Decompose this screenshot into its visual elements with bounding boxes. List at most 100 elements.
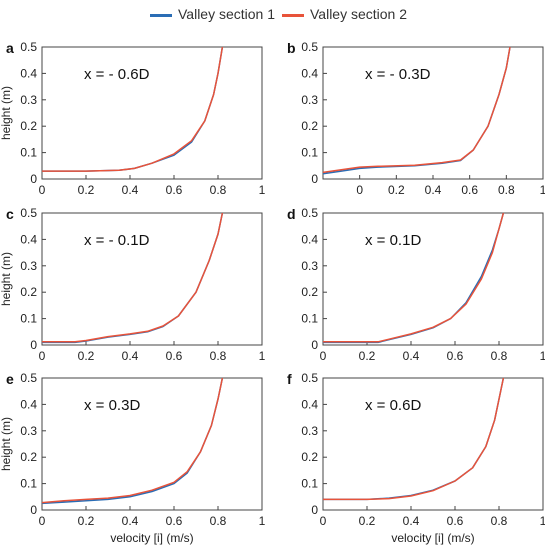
x-tick-label: 0.2 bbox=[388, 183, 405, 197]
x-tick-label: 0.2 bbox=[78, 349, 95, 363]
x-tick-label: 0 bbox=[356, 183, 363, 197]
x-tick-label: 0 bbox=[39, 349, 46, 363]
y-tick-label: 0.3 bbox=[20, 93, 37, 107]
x-tick-label: 0.6 bbox=[166, 349, 183, 363]
plot-frame bbox=[41, 377, 263, 511]
x-tick-label: 0.8 bbox=[491, 349, 508, 363]
x-tick-label: 0.4 bbox=[425, 183, 442, 197]
x-tick-label: 0.8 bbox=[210, 514, 227, 528]
y-tick-label: 0.1 bbox=[20, 477, 37, 491]
y-tick-label: 0.4 bbox=[301, 232, 318, 246]
y-tick-label: 0.4 bbox=[301, 397, 318, 411]
panel-letter-b: b bbox=[287, 40, 296, 56]
y-tick-label: 0.2 bbox=[301, 450, 318, 464]
y-tick-label: 0.2 bbox=[20, 450, 37, 464]
panel-e: e 0 0.2 0.4 0.6 0.8 1 0 0.1 0.2 0.3 0.4 0.5 height (m… bbox=[0, 371, 266, 545]
x-tick-label: 0.6 bbox=[461, 183, 478, 197]
panel-annotation: x = - 0.3D bbox=[365, 66, 431, 83]
plot-frame bbox=[322, 46, 544, 180]
y-tick-label: 0.5 bbox=[301, 206, 318, 220]
panel-annotation: x = 0.1D bbox=[365, 232, 421, 249]
x-tick-label: 0.8 bbox=[498, 183, 515, 197]
x-tick-label: 0.4 bbox=[122, 514, 139, 528]
y-tick-label: 0 bbox=[30, 338, 37, 352]
legend-swatch-series2 bbox=[282, 14, 304, 17]
x-tick-label: 0.4 bbox=[403, 349, 420, 363]
x-tick-label: 0.2 bbox=[359, 514, 376, 528]
y-tick-label: 0.1 bbox=[301, 146, 318, 160]
y-tick-label: 0 bbox=[30, 172, 37, 186]
series-line-2 bbox=[322, 46, 511, 174]
x-tick-label: 1 bbox=[540, 349, 545, 363]
legend-label-series1: Valley section 1 bbox=[178, 6, 276, 22]
panel-annotation: x = - 0.6D bbox=[84, 66, 150, 83]
x-axis-label: velocity [i] (m/s) bbox=[110, 531, 193, 545]
panel-letter-d: d bbox=[287, 206, 296, 222]
x-axis-label: velocity [i] (m/s) bbox=[391, 531, 474, 545]
panel-f: f 0 0.2 0.4 0.6 0.8 1 0 0.1 0.2 0.3 0.4 0.5 velocity … bbox=[287, 371, 545, 545]
y-tick-label: 0.4 bbox=[20, 66, 37, 80]
y-tick-label: 0.2 bbox=[301, 285, 318, 299]
legend-swatch-series1 bbox=[150, 14, 172, 17]
y-tick-label: 0 bbox=[311, 338, 318, 352]
panel-letter-a: a bbox=[6, 40, 14, 56]
series-line-2 bbox=[42, 46, 224, 172]
panel-letter-c: c bbox=[6, 206, 14, 222]
x-tick-label: 0.6 bbox=[447, 514, 464, 528]
panel-b: b 0 0.2 0.4 0.6 0.8 1 0 0.1 0.2 0.3 0.4 0.5 x = - 0.3… bbox=[287, 40, 545, 197]
x-tick-label: 0.8 bbox=[210, 183, 227, 197]
y-tick-label: 0 bbox=[311, 503, 318, 517]
plot-frame bbox=[322, 212, 544, 346]
series-line-2 bbox=[41, 377, 224, 504]
series-line-2 bbox=[323, 377, 505, 501]
x-tick-label: 0.4 bbox=[122, 183, 139, 197]
x-tick-label: 0 bbox=[39, 514, 46, 528]
panel-c: c 0 0.2 0.4 0.6 0.8 1 0 0.1 0.2 0.3 0.4 0.5 height (m… bbox=[0, 206, 266, 363]
y-tick-label: 0.3 bbox=[20, 259, 37, 273]
series-line-2 bbox=[42, 212, 224, 343]
y-tick-label: 0.5 bbox=[20, 371, 37, 385]
y-tick-label: 0.4 bbox=[20, 397, 37, 411]
y-tick-label: 0.5 bbox=[20, 40, 37, 54]
y-tick-label: 0.1 bbox=[301, 477, 318, 491]
x-tick-label: 0.6 bbox=[447, 349, 464, 363]
legend-label-series2: Valley section 2 bbox=[310, 6, 408, 22]
x-tick-label: 0.4 bbox=[122, 349, 139, 363]
plot-frame bbox=[322, 377, 544, 511]
x-tick-label: 0 bbox=[320, 514, 327, 528]
x-tick-label: 0.2 bbox=[359, 349, 376, 363]
x-tick-label: 0.4 bbox=[403, 514, 420, 528]
legend: Valley section 1 Valley section 2 bbox=[0, 4, 545, 26]
y-tick-label: 0.1 bbox=[20, 312, 37, 326]
x-tick-label: 0.8 bbox=[491, 514, 508, 528]
y-tick-label: 0.3 bbox=[301, 93, 318, 107]
y-tick-label: 0.2 bbox=[20, 119, 37, 133]
y-tick-label: 0.3 bbox=[301, 259, 318, 273]
x-tick-label: 0.8 bbox=[210, 349, 227, 363]
y-tick-label: 0.2 bbox=[20, 285, 37, 299]
panel-annotation: x = - 0.1D bbox=[84, 232, 150, 249]
panel-a: a 0 0.2 0.4 0.6 0.8 1 0 0.1 0.2 0.3 0.4 0.5 height (m… bbox=[0, 40, 266, 197]
y-tick-label: 0.4 bbox=[20, 232, 37, 246]
x-tick-label: 0 bbox=[39, 183, 46, 197]
x-tick-label: 1 bbox=[540, 514, 545, 528]
x-tick-label: 0.6 bbox=[166, 183, 183, 197]
x-tick-label: 1 bbox=[259, 183, 266, 197]
x-tick-label: 0.2 bbox=[78, 183, 95, 197]
panel-annotation: x = 0.6D bbox=[365, 397, 421, 414]
x-tick-label: 1 bbox=[259, 349, 266, 363]
y-tick-label: 0.3 bbox=[20, 424, 37, 438]
y-tick-label: 0.5 bbox=[301, 371, 318, 385]
x-tick-label: 1 bbox=[259, 514, 266, 528]
panel-letter-f: f bbox=[287, 371, 292, 387]
y-tick-label: 0.1 bbox=[301, 312, 318, 326]
y-axis-label: height (m) bbox=[0, 417, 13, 471]
x-tick-label: 0 bbox=[320, 349, 327, 363]
y-tick-label: 0 bbox=[311, 172, 318, 186]
panel-d: d 0 0.2 0.4 0.6 0.8 1 0 0.1 0.2 0.3 0.4 0.5 x = 0.1D bbox=[287, 206, 545, 363]
y-tick-label: 0.1 bbox=[20, 146, 37, 160]
plot-frame bbox=[41, 46, 263, 180]
x-tick-label: 0.6 bbox=[166, 514, 183, 528]
plot-frame bbox=[41, 212, 263, 346]
